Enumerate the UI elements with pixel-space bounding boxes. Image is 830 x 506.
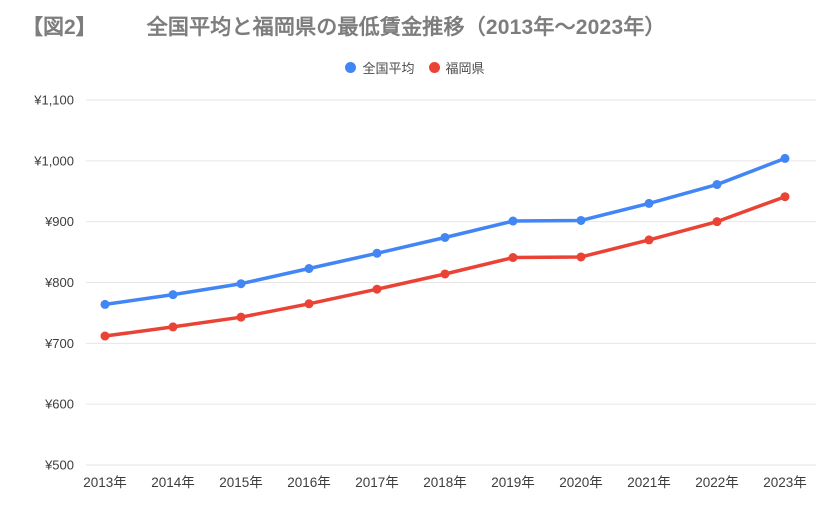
data-point: [644, 198, 654, 208]
data-point: [372, 284, 382, 294]
data-point: [576, 252, 586, 262]
x-axis-tick-label: 2023年: [763, 475, 807, 490]
x-axis-tick-label: 2020年: [559, 475, 603, 490]
data-point: [712, 217, 722, 227]
legend-dot-blue-icon: [345, 62, 357, 73]
data-point: [372, 248, 382, 258]
data-point: [236, 312, 246, 322]
figure-tag: 【図2】: [22, 16, 97, 39]
data-point: [304, 264, 314, 274]
data-point: [236, 279, 246, 289]
x-axis-tick-label: 2013年: [83, 475, 127, 490]
data-point: [440, 232, 450, 242]
y-axis-tick-label: ¥1,100: [33, 93, 74, 108]
x-axis-tick-label: 2019年: [491, 475, 535, 490]
data-point: [440, 269, 450, 279]
data-point: [508, 253, 518, 263]
data-point: [780, 192, 790, 202]
x-axis-tick-label: 2018年: [423, 475, 467, 490]
legend-label-fukuoka: 福岡県: [445, 61, 485, 76]
data-point: [100, 299, 110, 309]
x-axis-tick-label: 2016年: [287, 475, 331, 490]
data-point: [644, 235, 654, 245]
data-point: [508, 216, 518, 226]
data-point: [576, 215, 586, 225]
y-axis-tick-label: ¥500: [44, 458, 74, 473]
legend-dot-red-icon: [428, 62, 440, 73]
chart-title: 全国平均と福岡県の最低賃金推移（2013年〜2023年）: [146, 16, 666, 39]
y-axis-tick-label: ¥900: [44, 214, 74, 229]
data-point: [168, 322, 178, 332]
series-line-fukuoka: [103, 194, 787, 338]
y-axis-tick-label: ¥800: [44, 275, 74, 290]
data-point: [712, 180, 722, 190]
x-axis-tick-label: 2021年: [627, 475, 671, 490]
x-axis-tick-label: 2022年: [695, 475, 739, 490]
y-axis-tick-label: ¥1,000: [33, 153, 74, 168]
legend-item-national-average: 全国平均: [345, 58, 415, 77]
legend-label-national-average: 全国平均: [362, 61, 415, 76]
chart-legend: 全国平均 福岡県: [0, 58, 830, 77]
data-point: [100, 331, 110, 341]
legend-item-fukuoka: 福岡県: [428, 58, 485, 77]
y-axis-tick-label: ¥600: [44, 397, 74, 412]
y-axis-tick-label: ¥700: [44, 336, 74, 351]
data-point: [168, 290, 178, 300]
figure-header: 【図2】 全国平均と福岡県の最低賃金推移（2013年〜2023年）: [22, 11, 666, 41]
x-axis-tick-label: 2015年: [219, 475, 263, 490]
data-point: [304, 299, 314, 309]
x-axis-tick-label: 2017年: [355, 475, 399, 490]
data-point: [780, 153, 790, 163]
x-axis-tick-label: 2014年: [151, 475, 195, 490]
